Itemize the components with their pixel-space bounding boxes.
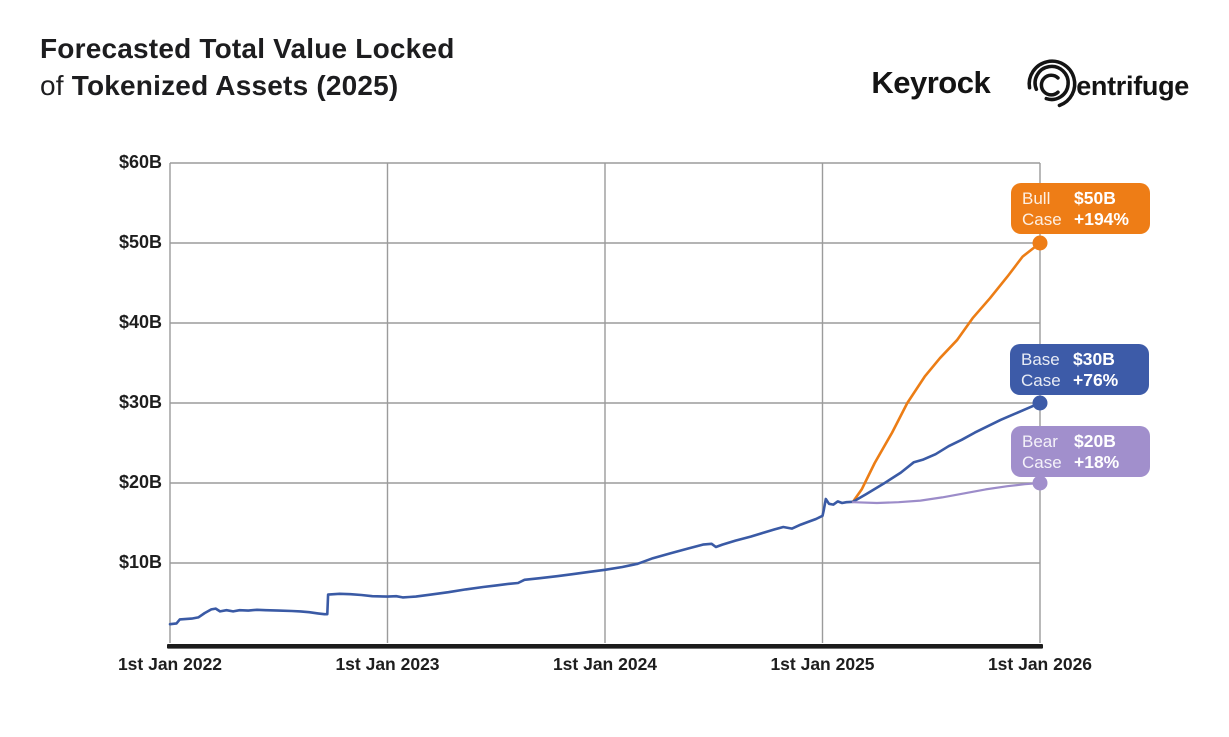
x-tick-2023: 1st Jan 2023 <box>335 654 440 674</box>
historical-tvl-line <box>168 497 855 626</box>
bull-case-label: Bull Case $50B +194% <box>1011 183 1150 234</box>
x-tick-2022: 1st Jan 2022 <box>117 654 223 674</box>
base-case-values: $30B +76% <box>1073 348 1119 390</box>
bull-case-line <box>851 241 1042 504</box>
base-case-label: Base Case $30B +76% <box>1010 344 1149 395</box>
y-tick-50B: $50B <box>118 232 162 252</box>
title-line-2-bold: Tokenized Assets (2025) <box>71 70 399 101</box>
centrifuge-wordmark-rest: entrifuge <box>1076 70 1189 101</box>
x-tick-2025: 1st Jan 2025 <box>770 654 875 674</box>
title-line-2-prefix: of <box>40 70 72 101</box>
x-tick-2026: 1st Jan 2026 <box>987 654 1093 674</box>
bear-case-values: $20B +18% <box>1074 430 1120 472</box>
y-tick-20B: $20B <box>118 472 162 492</box>
y-tick-60B: $60B <box>118 152 162 172</box>
bear-case-line <box>851 481 1042 505</box>
title-line-2: of Tokenized Assets (2025) <box>40 67 455 104</box>
bull-endpoint-dot <box>1032 235 1048 251</box>
bear-case-name: Bear Case <box>1022 431 1062 472</box>
y-tick-30B: $30B <box>118 392 162 412</box>
centrifuge-arcs-icon <box>1024 52 1082 114</box>
keyrock-logo: Keyrock <box>871 65 991 100</box>
title-line-1: Forecasted Total Value Locked <box>40 33 455 64</box>
logo-row: Keyrock entrifuge <box>871 52 1189 114</box>
bear-case-label: Bear Case $20B +18% <box>1011 426 1150 477</box>
x-tick-2024: 1st Jan 2024 <box>552 654 658 674</box>
centrifuge-logo: entrifuge <box>1024 52 1189 114</box>
y-tick-40B: $40B <box>118 312 162 332</box>
base-endpoint-dot <box>1032 395 1048 411</box>
bull-case-name: Bull Case <box>1022 188 1062 229</box>
bear-endpoint-dot <box>1032 475 1048 491</box>
y-tick-10B: $10B <box>118 552 162 572</box>
x-axis-line <box>167 644 1043 649</box>
base-case-name: Base Case <box>1021 349 1061 390</box>
page-title: Forecasted Total Value Locked of Tokeniz… <box>40 30 455 104</box>
base-case-line <box>851 401 1042 504</box>
bull-case-values: $50B +194% <box>1074 187 1129 229</box>
